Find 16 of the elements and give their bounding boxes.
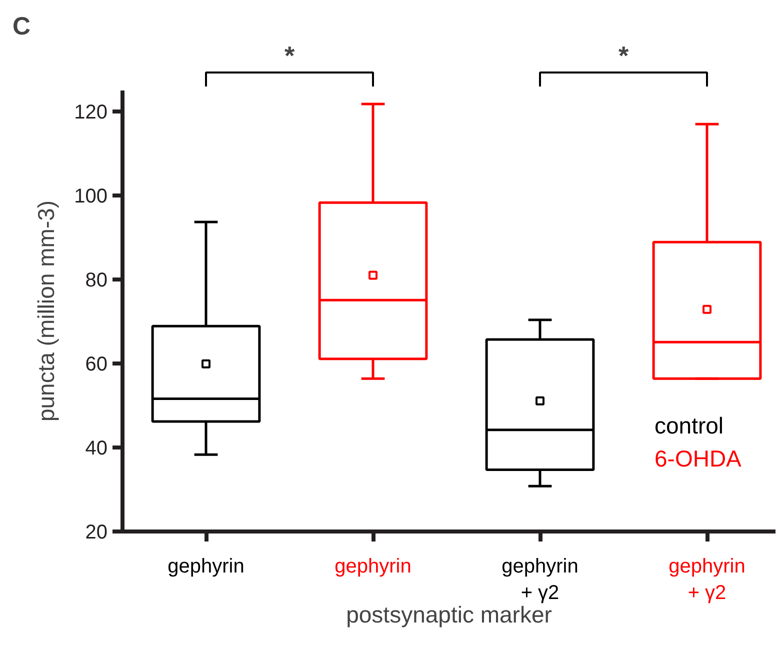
x-tick-label: gephyrin + γ2 xyxy=(668,556,746,604)
x-tick-label: gephyrin xyxy=(334,556,412,578)
text: * xyxy=(284,40,296,70)
x-tick-label: gephyrin xyxy=(168,556,244,578)
y-tick-label: 20 xyxy=(85,522,108,544)
text: 6-OHDA xyxy=(654,446,742,472)
text: * xyxy=(618,40,630,70)
y-tick-label: 40 xyxy=(85,438,108,460)
y-tick-label: 60 xyxy=(85,354,108,376)
y-tick-label: 100 xyxy=(74,186,108,208)
text: control xyxy=(654,412,724,438)
y-axis-title: puncta (million mm-3) xyxy=(33,200,60,422)
y-tick-label: 80 xyxy=(85,270,108,292)
chart-title: C xyxy=(12,12,31,40)
y-tick-label: 120 xyxy=(74,102,108,124)
x-tick-label: gephyrin + γ2 xyxy=(502,556,578,604)
